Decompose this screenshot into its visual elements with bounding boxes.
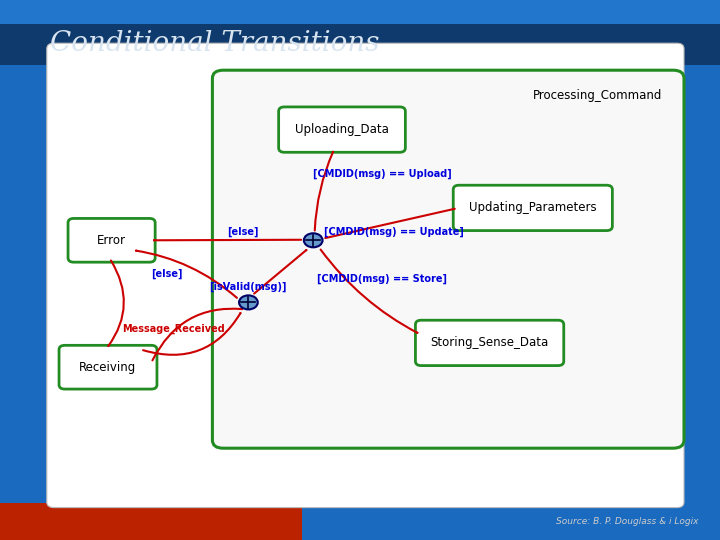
Text: Storing_Sense_Data: Storing_Sense_Data (431, 336, 549, 349)
Text: [isValid(msg)]: [isValid(msg)] (209, 282, 287, 292)
Circle shape (239, 295, 258, 309)
Text: Processing_Command: Processing_Command (533, 89, 662, 102)
FancyBboxPatch shape (47, 43, 684, 508)
FancyBboxPatch shape (279, 107, 405, 152)
Circle shape (304, 233, 323, 247)
FancyBboxPatch shape (68, 218, 156, 262)
Text: Error: Error (97, 234, 126, 247)
Text: [CMDID(msg) == Update]: [CMDID(msg) == Update] (324, 227, 464, 237)
Text: Message_Received: Message_Received (122, 324, 225, 334)
Text: [else]: [else] (227, 227, 258, 237)
Bar (0, 0, 720, 65)
Text: Source: B. P. Douglass & i Logix: Source: B. P. Douglass & i Logix (556, 517, 698, 526)
FancyBboxPatch shape (212, 70, 684, 448)
Text: [else]: [else] (151, 268, 183, 279)
Text: Uploading_Data: Uploading_Data (295, 123, 389, 136)
FancyBboxPatch shape (59, 346, 157, 389)
Text: Receiving: Receiving (79, 361, 137, 374)
Bar (0, 0, 720, 24)
FancyBboxPatch shape (415, 320, 564, 366)
Bar (0, 503, 302, 540)
Text: [CMDID(msg) == Store]: [CMDID(msg) == Store] (317, 274, 447, 284)
FancyBboxPatch shape (454, 185, 612, 231)
Text: Updating_Parameters: Updating_Parameters (469, 201, 597, 214)
Text: Conditional Transitions: Conditional Transitions (50, 30, 380, 57)
Text: [CMDID(msg) == Upload]: [CMDID(msg) == Upload] (313, 169, 452, 179)
